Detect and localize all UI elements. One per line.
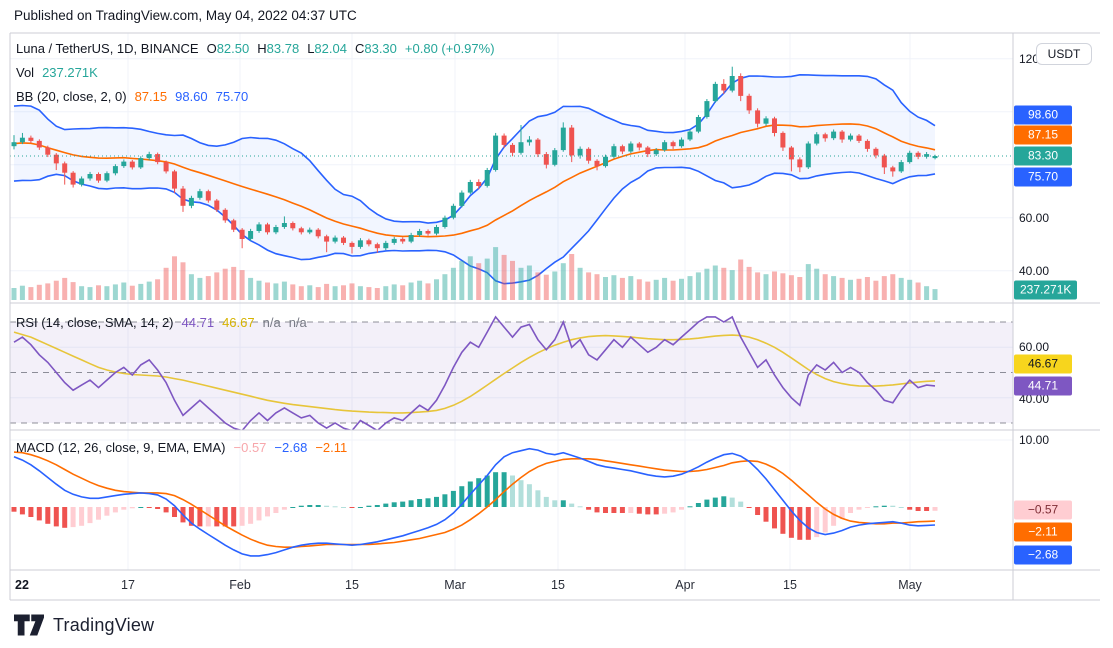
bb-lower-value: 75.70 [215,89,249,104]
time-tick-label: May [898,578,922,592]
price-label: 40.00 [1019,264,1050,278]
rsi-band [10,321,1013,424]
price-badge: 98.60 [1014,105,1072,125]
publish-timestamp: Published on TradingView.com, May 04, 20… [14,8,357,23]
time-tick-label: Apr [675,578,695,592]
time-tick-label: 15 [551,578,565,592]
price-label: 10.00 [1019,433,1050,447]
vertical-gridlines [127,33,911,570]
rsi-value: 44.71 [181,315,215,330]
ohlc-low: L 82.04 [307,41,347,56]
currency-toggle-button[interactable]: USDT [1036,43,1092,65]
rsi-label: RSI (14, close, SMA, 14, 2) [16,315,174,330]
rsi-na-1: n/a [262,315,281,330]
macd-signal-value: −2.11 [315,440,348,455]
time-tick-label: Feb [229,578,251,592]
price-badge: 44.71 [1014,376,1072,396]
symbol-title: Luna / TetherUS, 1D, BINANCE [16,41,199,56]
macd-signal-line [13,451,936,549]
rsi-line [13,315,936,430]
price-badge: 237.271K [1014,280,1078,300]
macd-line [13,447,936,557]
time-tick-label: 15 [345,578,359,592]
bb-label: BB (20, close, 2, 0) [16,89,127,104]
volume-label: Vol [16,65,35,80]
bb-legend[interactable]: BB (20, close, 2, 0) 87.15 98.60 75.70 [16,89,248,104]
ohlc-open: O 82.50 [206,41,250,56]
price-badge: −0.57 [1014,500,1072,520]
change-value: +0.80 (+0.97%) [404,41,495,56]
macd-label: MACD (12, 26, close, 9, EMA, EMA) [16,440,226,455]
price-badge: 83.30 [1014,146,1072,166]
price-badge: −2.68 [1014,545,1072,565]
ohlc-high: H 83.78 [257,41,300,56]
bb-basis-value: 87.15 [134,89,168,104]
time-tick-label: 22 [15,578,29,592]
volume-bars [11,247,938,300]
time-tick-label: 17 [121,578,135,592]
bb-upper-value: 98.60 [175,89,208,104]
price-badge: 46.67 [1014,354,1072,374]
rsi-legend[interactable]: RSI (14, close, SMA, 14, 2) 44.71 46.67 … [16,315,307,330]
volume-value: 237.271K [42,65,98,80]
tradingview-wordmark[interactable]: TradingView [53,614,155,635]
time-tick-label: 15 [783,578,797,592]
price-label: 60.00 [1019,211,1050,225]
panel-borders [9,32,1100,601]
time-tick-label: Mar [444,578,466,592]
price-label: 40.00 [1019,392,1050,406]
candles [11,66,938,254]
rsi-na-2: n/a [288,315,307,330]
macd-hist-value: −0.57 [233,440,267,455]
publish-header: Published on TradingView.com, May 04, 20… [14,8,357,23]
bb-lower-line [13,166,936,285]
bb-upper-line [13,73,936,224]
footer: TradingView [14,612,154,638]
ohlc-close: C 83.30 [354,41,397,56]
bb-fill [14,74,935,284]
macd-legend[interactable]: MACD (12, 26, close, 9, EMA, EMA) −0.57 … [16,440,347,455]
tradingview-logo-icon[interactable] [14,612,44,638]
price-label: 60.00 [1019,340,1050,354]
price-badge: 87.15 [1014,125,1072,145]
macd-line-value: −2.68 [274,440,308,455]
volume-legend[interactable]: Vol 237.271K [16,65,98,80]
main-symbol-legend[interactable]: Luna / TetherUS, 1D, BINANCE O 82.50 H 83.… [16,41,495,56]
price-badge: −2.11 [1014,522,1072,542]
rsi-sma-line [13,331,936,414]
horizontal-gridlines [10,58,1013,441]
rsi-sma-value: 46.67 [222,315,255,330]
price-badge: 75.70 [1014,167,1072,187]
macd-histogram [11,472,938,540]
